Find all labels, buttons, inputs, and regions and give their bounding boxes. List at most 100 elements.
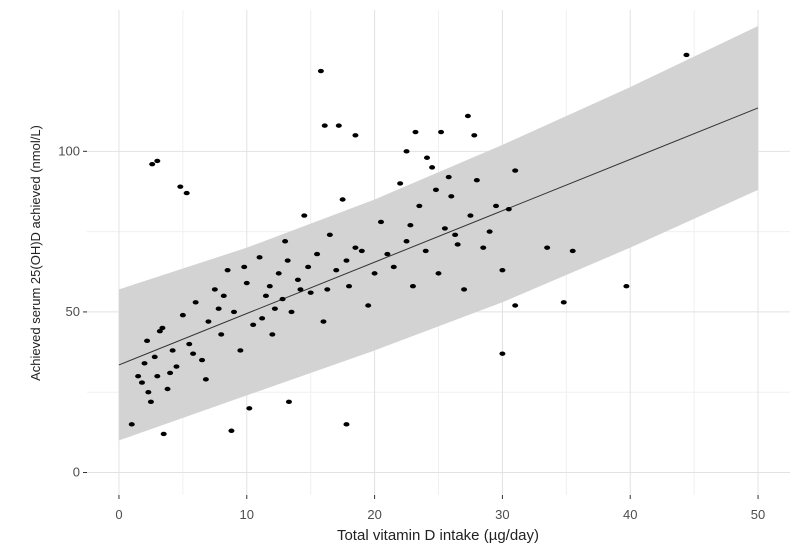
data-point xyxy=(288,309,295,315)
data-point xyxy=(297,287,304,292)
data-point xyxy=(262,293,269,299)
data-point xyxy=(429,165,436,170)
data-point xyxy=(422,248,429,254)
data-point xyxy=(324,287,331,292)
data-point xyxy=(241,264,248,270)
data-point xyxy=(473,178,480,183)
data-point xyxy=(256,255,263,260)
data-point xyxy=(199,357,206,363)
data-point xyxy=(343,422,350,427)
data-point xyxy=(259,316,266,321)
prediction-band-area xyxy=(118,26,759,441)
data-point xyxy=(377,219,384,225)
data-point xyxy=(512,303,519,308)
data-point xyxy=(190,351,197,356)
data-point xyxy=(279,296,286,302)
data-point xyxy=(384,251,391,257)
data-point xyxy=(282,239,289,244)
data-points xyxy=(128,52,690,437)
data-point xyxy=(461,287,468,292)
data-point xyxy=(499,267,506,273)
data-point xyxy=(301,213,308,218)
data-point xyxy=(173,364,180,369)
data-point xyxy=(230,309,237,315)
data-point xyxy=(560,300,567,305)
data-point xyxy=(390,264,397,270)
data-point xyxy=(211,287,218,292)
data-point xyxy=(228,428,235,433)
data-point xyxy=(154,373,161,379)
data-point xyxy=(220,293,227,299)
data-point xyxy=(371,271,378,276)
data-point xyxy=(339,197,346,202)
y-tick-label: 50 xyxy=(66,304,80,319)
data-point xyxy=(409,284,416,289)
data-point xyxy=(224,267,231,273)
data-point xyxy=(683,52,690,58)
data-point xyxy=(167,370,174,376)
x-tick-label: 20 xyxy=(367,507,381,522)
data-point xyxy=(407,222,414,228)
data-point xyxy=(403,149,410,154)
data-point xyxy=(135,373,142,379)
data-point xyxy=(266,284,273,289)
data-point xyxy=(156,328,163,334)
data-point xyxy=(177,184,184,189)
data-point xyxy=(623,284,630,289)
data-point xyxy=(149,161,156,167)
data-point xyxy=(358,248,365,254)
data-point xyxy=(335,123,342,128)
data-point xyxy=(493,203,500,209)
data-point xyxy=(215,306,222,311)
fit-line xyxy=(118,107,759,366)
y-axis-title: Achieved serum 25(OH)D achieved (nmol/L) xyxy=(28,125,43,381)
x-axis-title: Total vitamin D intake (µg/day) xyxy=(337,527,539,544)
x-tick-label: 40 xyxy=(623,507,637,522)
x-tick-label: 0 xyxy=(115,507,122,522)
y-tick-label: 100 xyxy=(58,143,80,158)
data-point xyxy=(269,332,276,337)
data-point xyxy=(192,300,199,305)
data-point xyxy=(294,277,301,283)
data-point xyxy=(237,348,244,353)
data-point xyxy=(246,406,253,411)
data-point xyxy=(138,380,145,385)
y-tick-label: 0 xyxy=(73,465,80,480)
data-point xyxy=(284,258,291,263)
data-point xyxy=(183,190,190,196)
data-point xyxy=(403,239,410,244)
data-point xyxy=(169,348,176,353)
prediction-band xyxy=(118,26,759,441)
data-point xyxy=(186,341,193,347)
data-point xyxy=(499,351,506,356)
data-point xyxy=(271,306,278,311)
fit-line-group xyxy=(118,107,759,366)
data-point xyxy=(512,168,519,173)
data-point xyxy=(441,226,448,231)
data-point xyxy=(569,248,576,254)
data-point xyxy=(326,232,333,238)
data-point xyxy=(154,158,161,164)
x-tick-label: 30 xyxy=(495,507,509,522)
data-point xyxy=(333,267,340,273)
data-point xyxy=(179,312,186,318)
data-point xyxy=(397,181,404,186)
data-point xyxy=(144,338,151,344)
data-point xyxy=(471,133,478,138)
data-point xyxy=(160,431,167,437)
data-point xyxy=(321,123,328,128)
data-point xyxy=(412,129,419,135)
data-point xyxy=(145,390,152,395)
data-point xyxy=(285,399,292,405)
data-point xyxy=(486,229,493,234)
x-tick-label: 10 xyxy=(240,507,254,522)
x-axis-ticks: 0 10 20 30 40 50 xyxy=(115,495,765,522)
data-point xyxy=(164,386,171,392)
data-point xyxy=(317,68,324,74)
data-point xyxy=(505,206,512,212)
data-point xyxy=(147,399,154,405)
x-tick-label: 50 xyxy=(751,507,765,522)
data-point xyxy=(416,203,423,209)
data-point xyxy=(343,258,350,263)
data-point xyxy=(432,187,439,193)
